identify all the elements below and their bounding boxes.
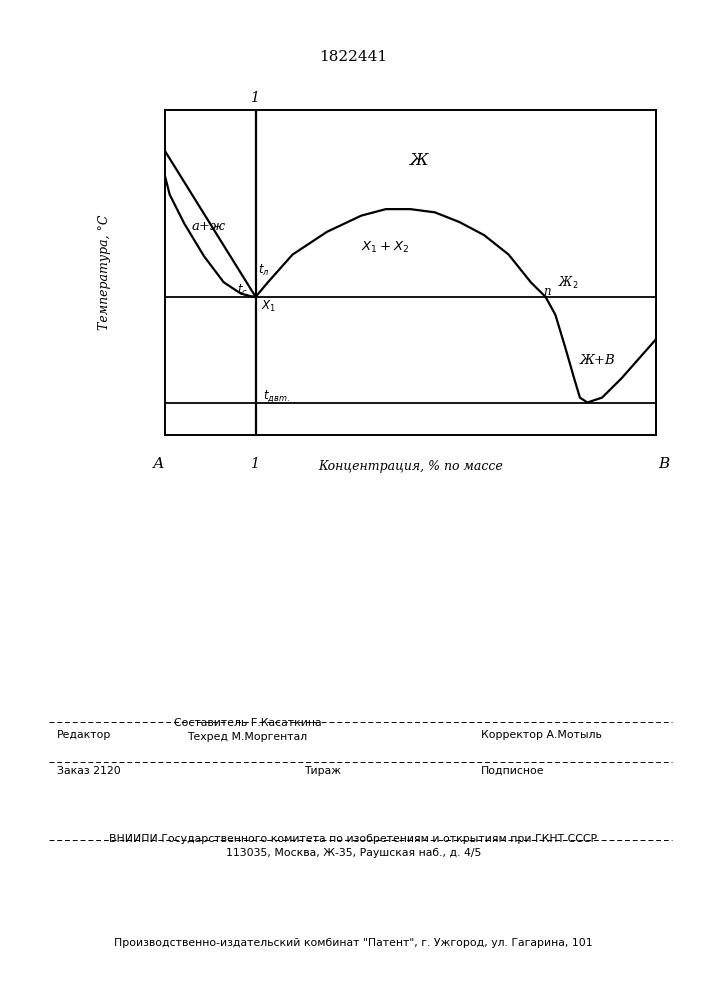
Text: $t_c$: $t_c$ [238,283,248,298]
Text: 1: 1 [250,91,259,105]
Text: п: п [543,285,551,298]
Text: Производственно-издательский комбинат "Патент", г. Ужгород, ул. Гагарина, 101: Производственно-издательский комбинат "П… [115,938,592,948]
Text: Температура, °С: Температура, °С [98,215,111,330]
Text: Редактор: Редактор [57,730,111,740]
Text: а+ж: а+ж [192,220,226,233]
Text: Составитель Г.Касаткина: Составитель Г.Касаткина [174,718,321,728]
Text: $t_л$: $t_л$ [258,263,270,278]
Text: 113035, Москва, Ж-35, Раушская наб., д. 4/5: 113035, Москва, Ж-35, Раушская наб., д. … [226,848,481,858]
Text: А: А [153,456,164,471]
Text: Техред М.Моргентал: Техред М.Моргентал [187,732,308,742]
Text: 1822441: 1822441 [320,50,387,64]
Text: Ж+В: Ж+В [580,354,616,366]
Text: Тираж: Тираж [304,766,341,776]
Text: Ж$_2$: Ж$_2$ [558,275,578,291]
X-axis label: Концентрация, % по массе: Концентрация, % по массе [318,460,503,473]
Text: 1: 1 [250,456,259,471]
Text: Заказ 2120: Заказ 2120 [57,766,120,776]
Text: $X_1 + X_2$: $X_1 + X_2$ [361,240,409,255]
Text: $X_1$: $X_1$ [261,299,276,314]
Text: В: В [658,456,670,471]
Text: ВНИИПИ Государственного комитета по изобретениям и открытиям при ГКНТ СССР: ВНИИПИ Государственного комитета по изоб… [110,834,597,844]
Text: $t_{двm.}$: $t_{двm.}$ [263,388,290,404]
Text: Корректор А.Мотыль: Корректор А.Мотыль [481,730,602,740]
Text: Ж: Ж [410,152,429,169]
Text: Подписное: Подписное [481,766,544,776]
